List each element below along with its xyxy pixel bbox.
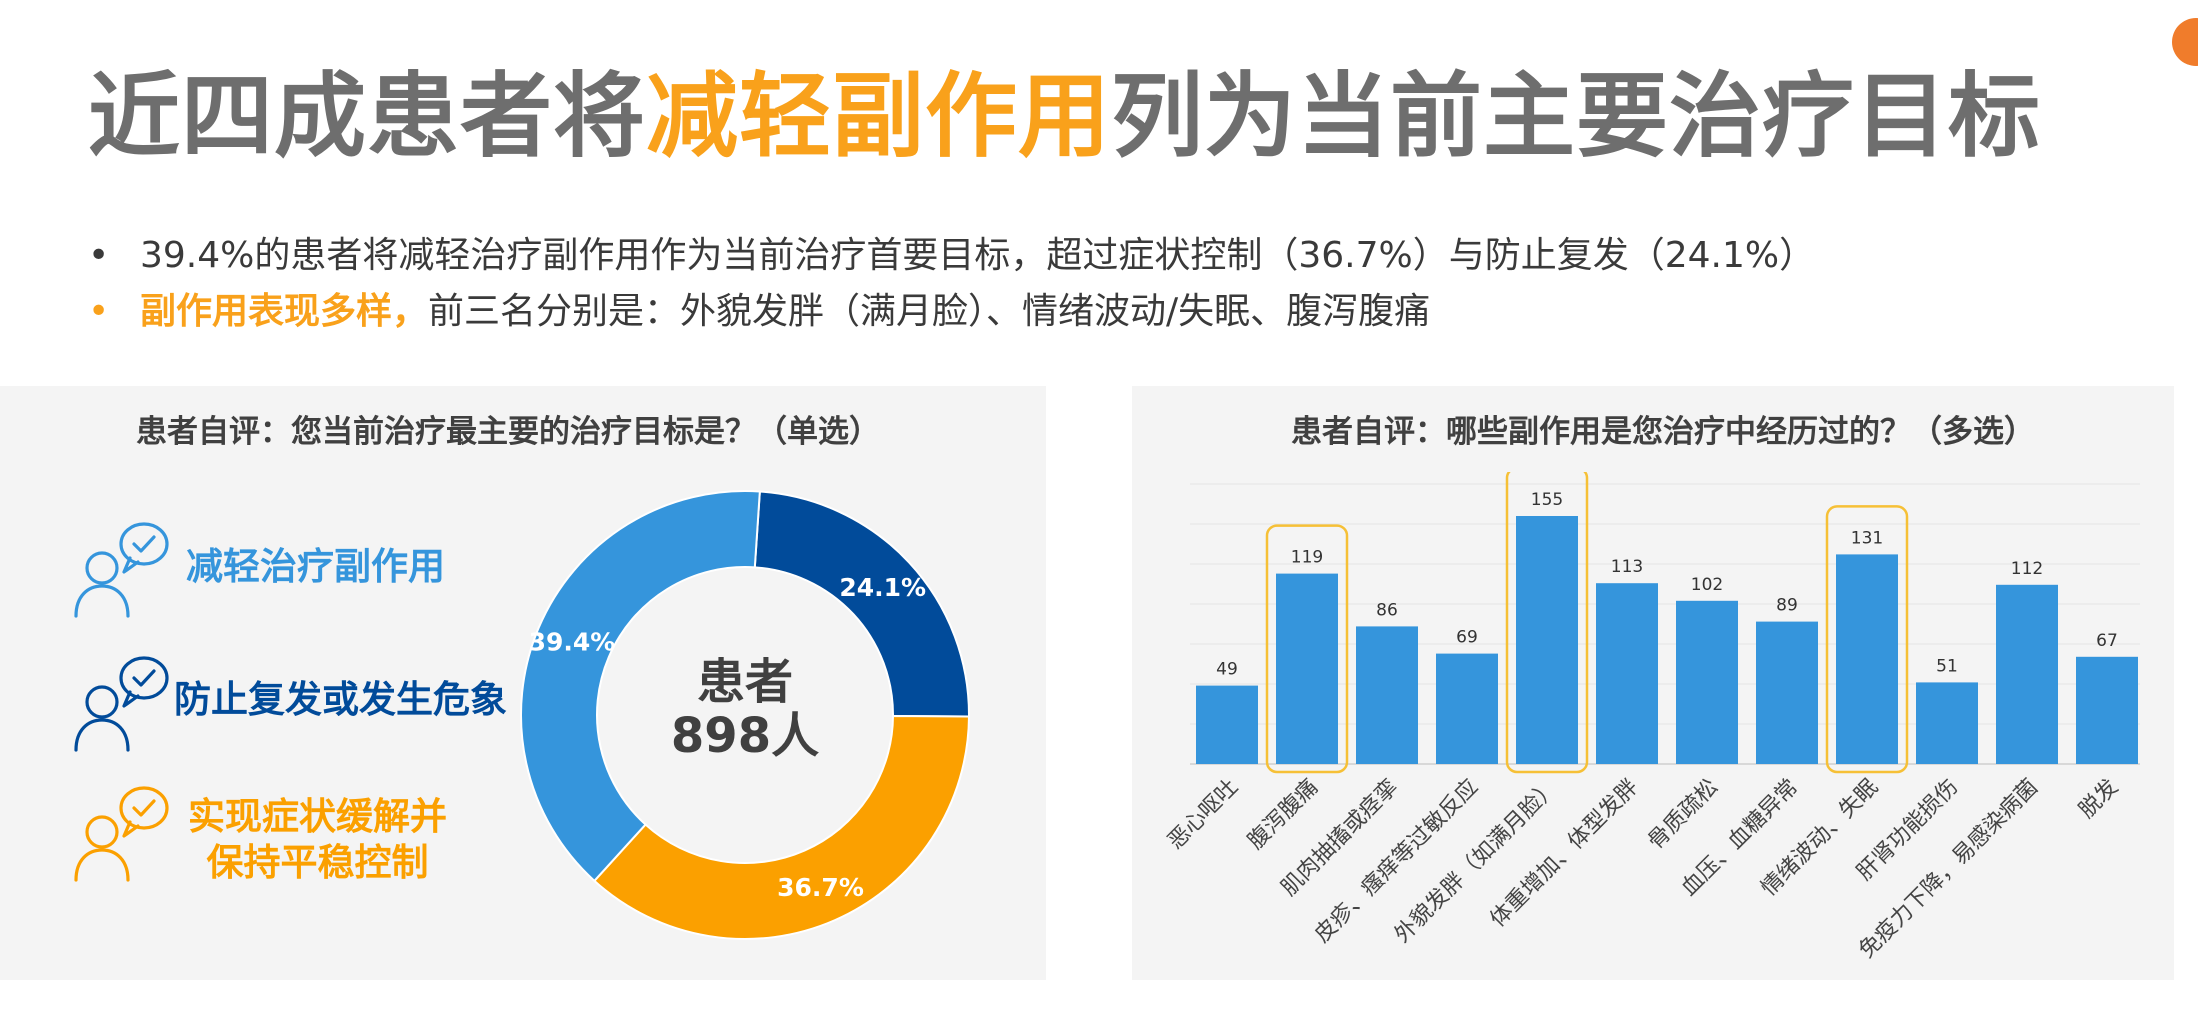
title-part-1: 近四成患者将 [88,63,647,170]
x-tick-label: 恶心呕吐 [1163,775,1243,855]
donut-center-line-2: 898人 [671,708,819,764]
bar [2076,656,2138,764]
legend-prevent-relapse: 防止复发或发生危象 [70,652,507,757]
legend-label-line: 减轻治疗副作用 [186,544,445,588]
bullet-dot: • [88,235,110,276]
bar-value-label: 86 [1376,600,1398,620]
bar [1516,516,1578,764]
donut-chart-svg: 24.1% 36.7% 39.4% 患者 898人 [520,490,971,940]
bar [1596,583,1658,764]
page-title: 近四成患者将减轻副作用列为当前主要治疗目标 [88,62,2041,172]
legend-label: 防止复发或发生危象 [174,677,507,723]
person-chat-check-icon [74,656,169,752]
bar [1356,626,1418,764]
side-effect-bar-chart: 49 119 86 69 155 113 102 89 131 51 112 67 恶心呕吐 腹泻腹痛肌… [1150,466,2160,976]
bar-highlight-box [1825,505,1909,774]
bar [1436,653,1498,764]
bar-value-label: 112 [2011,559,2043,579]
donut-center-line-1: 患者 [697,654,793,710]
bar [1916,682,1978,764]
x-tick-label: 脱发 [2074,775,2123,824]
bar-highlight-box [1265,524,1349,774]
bullet-item: • 副作用表现多样，前三名分别是：外貌发胖（满月脸）、情绪波动/失眠、腹泻腹痛 [88,284,1815,340]
person-chat-check-icon [74,786,169,882]
x-tick-label: 外貌发胖（如满月脸） [1390,775,1563,948]
bar-value-label: 51 [1936,656,1958,676]
legend-label: 实现症状缓解并 保持平稳控制 [188,794,447,886]
donut-value-label: 36.7% [777,873,864,902]
bar [1676,600,1738,764]
bullet-text: 前三名分别是：外貌发胖（满月脸）、情绪波动/失眠、腹泻腹痛 [428,291,1431,332]
summary-bullets: • 39.4%的患者将减轻治疗副作用作为当前治疗首要目标，超过症状控制（36.7%… [88,228,1815,340]
title-highlight: 减轻副作用 [646,63,1112,170]
x-tick-label: 骨质疏松 [1643,775,1723,855]
x-tick-label: 腹泻腹痛 [1243,775,1323,855]
bar [1996,584,2058,764]
bar [1196,685,1258,764]
bar-value-label: 155 [1531,490,1563,510]
bar-value-label: 69 [1456,628,1478,648]
bar-value-label: 89 [1776,596,1798,616]
bullet-item: • 39.4%的患者将减轻治疗副作用作为当前治疗首要目标，超过症状控制（36.7%… [88,228,1815,284]
bar-value-label: 102 [1691,575,1723,595]
bar [1836,554,1898,764]
person-chat-check-icon [74,522,169,618]
bar-value-label: 49 [1216,660,1238,680]
donut-chart: 24.1% 36.7% 39.4% 患者 898人 [510,480,980,954]
legend-label-line: 实现症状缓解并 [188,794,447,838]
treatment-goal-title: 患者自评：您当前治疗最主要的治疗目标是？（单选） [136,414,880,450]
legend-symptom-control: 实现症状缓解并 保持平稳控制 [70,782,447,887]
legend-reduce-side-effects: 减轻治疗副作用 [70,518,445,623]
bullet-dot: • [88,291,110,332]
bullet-text: 39.4%的患者将减轻治疗副作用作为当前治疗首要目标，超过症状控制（36.7%）… [140,235,1816,276]
x-tick-label: 皮疹、瘙痒等过敏反应 [1310,775,1483,948]
side-effect-title: 患者自评：哪些副作用是您治疗中经历过的？（多选） [1291,414,2035,450]
donut-value-label: 39.4% [529,627,616,656]
legend-label-line: 保持平稳控制 [206,840,429,884]
donut-slice [520,490,761,883]
bar-value-label: 67 [2096,631,2118,651]
legend-label-line: 防止复发或发生危象 [174,677,507,721]
x-tick-label: 体重增加、体型发胖 [1486,775,1644,933]
title-part-2: 列为当前主要治疗目标 [1111,63,2042,170]
bar-value-label: 131 [1851,528,1883,548]
legend-label: 减轻治疗副作用 [186,544,445,590]
donut-slice [753,490,970,718]
corner-decoration-dot [2172,18,2198,66]
donut-value-label: 24.1% [839,573,926,602]
bullet-bold: 副作用表现多样， [140,291,429,332]
bar [1276,573,1338,764]
donut-slice [592,714,971,940]
bar [1756,621,1818,764]
bar-value-label: 113 [1611,557,1643,577]
bar-value-label: 119 [1291,548,1323,568]
